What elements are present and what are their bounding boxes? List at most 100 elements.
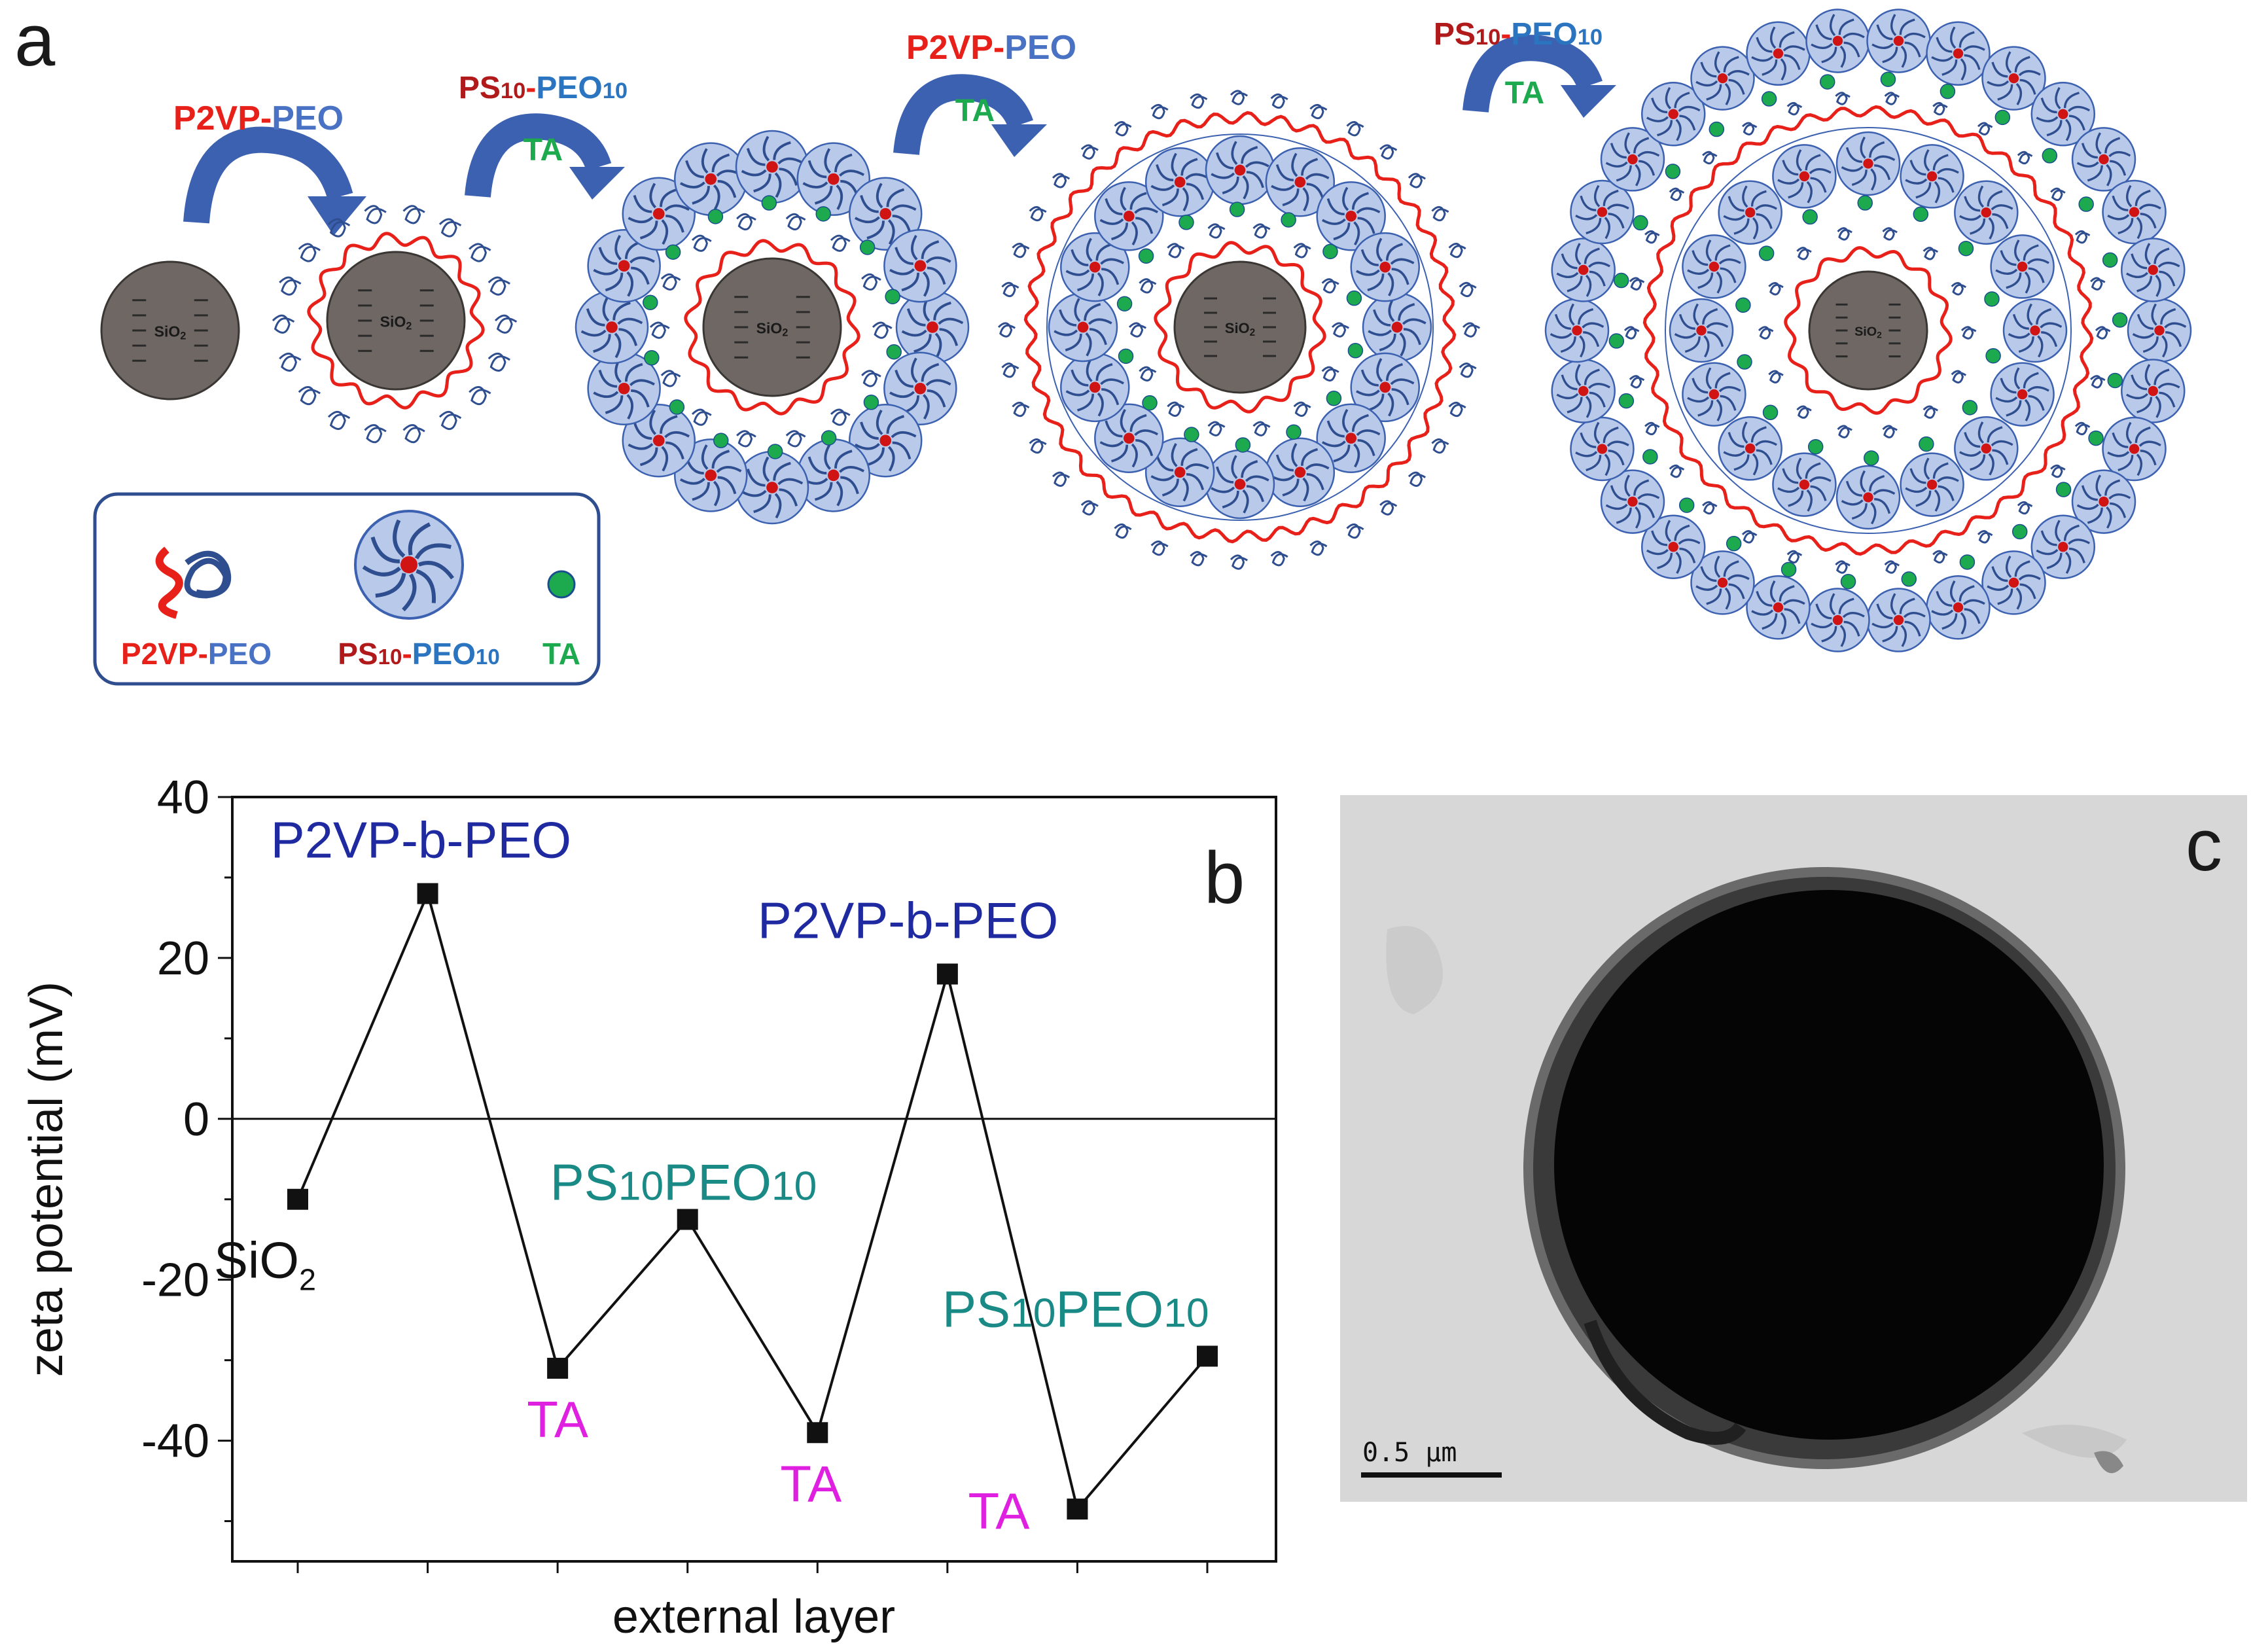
y-tick-label: 40 (157, 772, 209, 824)
micelle-icon (796, 142, 871, 216)
y-tick-label: -20 (141, 1254, 209, 1307)
micelle-icon (2071, 469, 2136, 534)
micelle-icon (1718, 416, 1782, 481)
micelle-icon (1718, 180, 1782, 245)
micelle-icon (2030, 514, 2096, 579)
legend-label-ta: TA (542, 637, 580, 671)
micelle-icon (1746, 21, 1811, 86)
ta-dot-icon (1802, 209, 1818, 225)
ta-dot-icon (1994, 109, 2011, 126)
micelle-icon (735, 130, 809, 204)
ta-dot-icon (1840, 574, 1856, 590)
point-annotation: SiO2 (214, 1232, 316, 1297)
silica-core: SiO2 (1808, 270, 1928, 391)
ta-dot-icon (1857, 195, 1873, 211)
micelle-icon (1144, 437, 1215, 507)
y-tick-label: 20 (157, 932, 209, 985)
ta-dot-icon (1116, 296, 1133, 311)
data-point-marker (677, 1209, 698, 1230)
micelle-icon (883, 228, 957, 303)
core-label: SiO2 (1854, 325, 1882, 340)
panel-c-label: c (2186, 804, 2222, 886)
micelle-icon (1954, 416, 2019, 481)
step-1-polymer-label: P2VP-PEO (173, 99, 344, 137)
ta-dot-icon (1138, 248, 1154, 264)
ta-dot-icon (1984, 291, 2000, 307)
y-tick-label: 0 (183, 1093, 209, 1146)
micelle-icon (1350, 232, 1420, 302)
core-label: SiO2 (154, 323, 186, 342)
y-tick-label: -40 (141, 1415, 209, 1468)
micelle-icon (1772, 144, 1837, 209)
ta-dot-icon (1286, 424, 1302, 440)
ta-dot-icon (2078, 196, 2094, 212)
tem-micrograph: c 0.5 µm (1340, 795, 2247, 1502)
ta-dot-icon (2042, 148, 2058, 164)
step-2-polymer-label: PS10-PEO10 (459, 71, 628, 105)
ta-dot-icon (1913, 206, 1929, 222)
point-annotation: PS10PEO10 (550, 1153, 817, 1211)
micelle-icon (1990, 362, 2055, 427)
p2vp-peo-coil-icon (155, 546, 232, 619)
micelle-icon (2002, 298, 2068, 363)
ta-dot-icon (863, 395, 879, 410)
ta-dot-icon (2055, 482, 2072, 497)
ta-dot-icon (1709, 121, 1725, 137)
micelle-icon (1835, 465, 1901, 530)
micelle-icon (895, 290, 970, 364)
ta-dot-icon (885, 289, 900, 304)
ta-dot-icon (1985, 347, 2001, 364)
ta-dot-icon (2011, 524, 2028, 540)
ta-dot-icon (1642, 449, 1658, 465)
data-point-marker (936, 963, 958, 985)
ta-dot-icon (1118, 348, 1134, 364)
ta-dot-icon (767, 444, 783, 459)
ta-dot-icon (886, 344, 902, 360)
y-axis-label: zeta potential (mV) (20, 982, 73, 1377)
step-arrow-3 (893, 74, 1047, 157)
data-point-marker (287, 1188, 308, 1210)
step-arrow-1 (183, 126, 366, 236)
micelle-icon (1570, 179, 1635, 245)
micelle-icon (1805, 588, 1870, 652)
micelle-icon (848, 177, 923, 251)
micelle-icon (848, 403, 923, 478)
micelle-icon (1900, 452, 1964, 517)
legend-label-ps-peo: PS10-PEO10 (338, 637, 500, 671)
point-annotation: PS10PEO10 (942, 1280, 1209, 1338)
micelle-icon (796, 438, 871, 512)
micelle-icon (1316, 403, 1386, 473)
ta-dot-icon (1761, 91, 1777, 107)
ta-dot-icon (1326, 391, 1342, 406)
micelle-icon (1990, 234, 2055, 299)
micelle-icon (735, 450, 809, 525)
panel-b-label: b (1204, 837, 1245, 919)
micelle-icon (2030, 82, 2096, 147)
ta-dot-icon (2088, 430, 2104, 446)
ta-dot-icon (1735, 297, 1751, 313)
ta-dot-icon (1608, 333, 1625, 349)
y-axis-ticks: 40 20 0 -20 -40 (141, 772, 232, 1523)
ta-dot-icon (1880, 71, 1896, 87)
micelle-icon (1690, 46, 1755, 111)
zeta-potential-chart: 40 20 0 -20 -40 SiO2 P2VP-b-PEO TA PS10PEO10 TA P… (20, 772, 1277, 1643)
point-annotation: TA (968, 1482, 1029, 1540)
ta-dot-icon (1958, 240, 1974, 257)
ta-dot-icon (669, 399, 685, 415)
micelle-icon (1205, 135, 1275, 205)
ta-dot-icon (821, 430, 837, 446)
silica-core: SiO2 (326, 251, 466, 391)
micelle-icon (1835, 131, 1901, 196)
micelle-icon (1640, 514, 1706, 579)
micelle-icon (1570, 416, 1635, 482)
ta-dot-icon (1959, 554, 1976, 570)
data-points (287, 883, 1218, 1520)
point-annotations: SiO2 P2VP-b-PEO TA PS10PEO10 TA P2VP-b-PEO TA P… (214, 811, 1209, 1540)
point-annotation: TA (527, 1391, 588, 1448)
micelle-icon (2121, 359, 2186, 423)
ta-dot-icon (1678, 497, 1695, 513)
micelle-icon (622, 403, 696, 478)
core-label: SiO2 (380, 313, 412, 332)
legend-label-p2vp-peo: P2VP-PEO (121, 637, 272, 671)
